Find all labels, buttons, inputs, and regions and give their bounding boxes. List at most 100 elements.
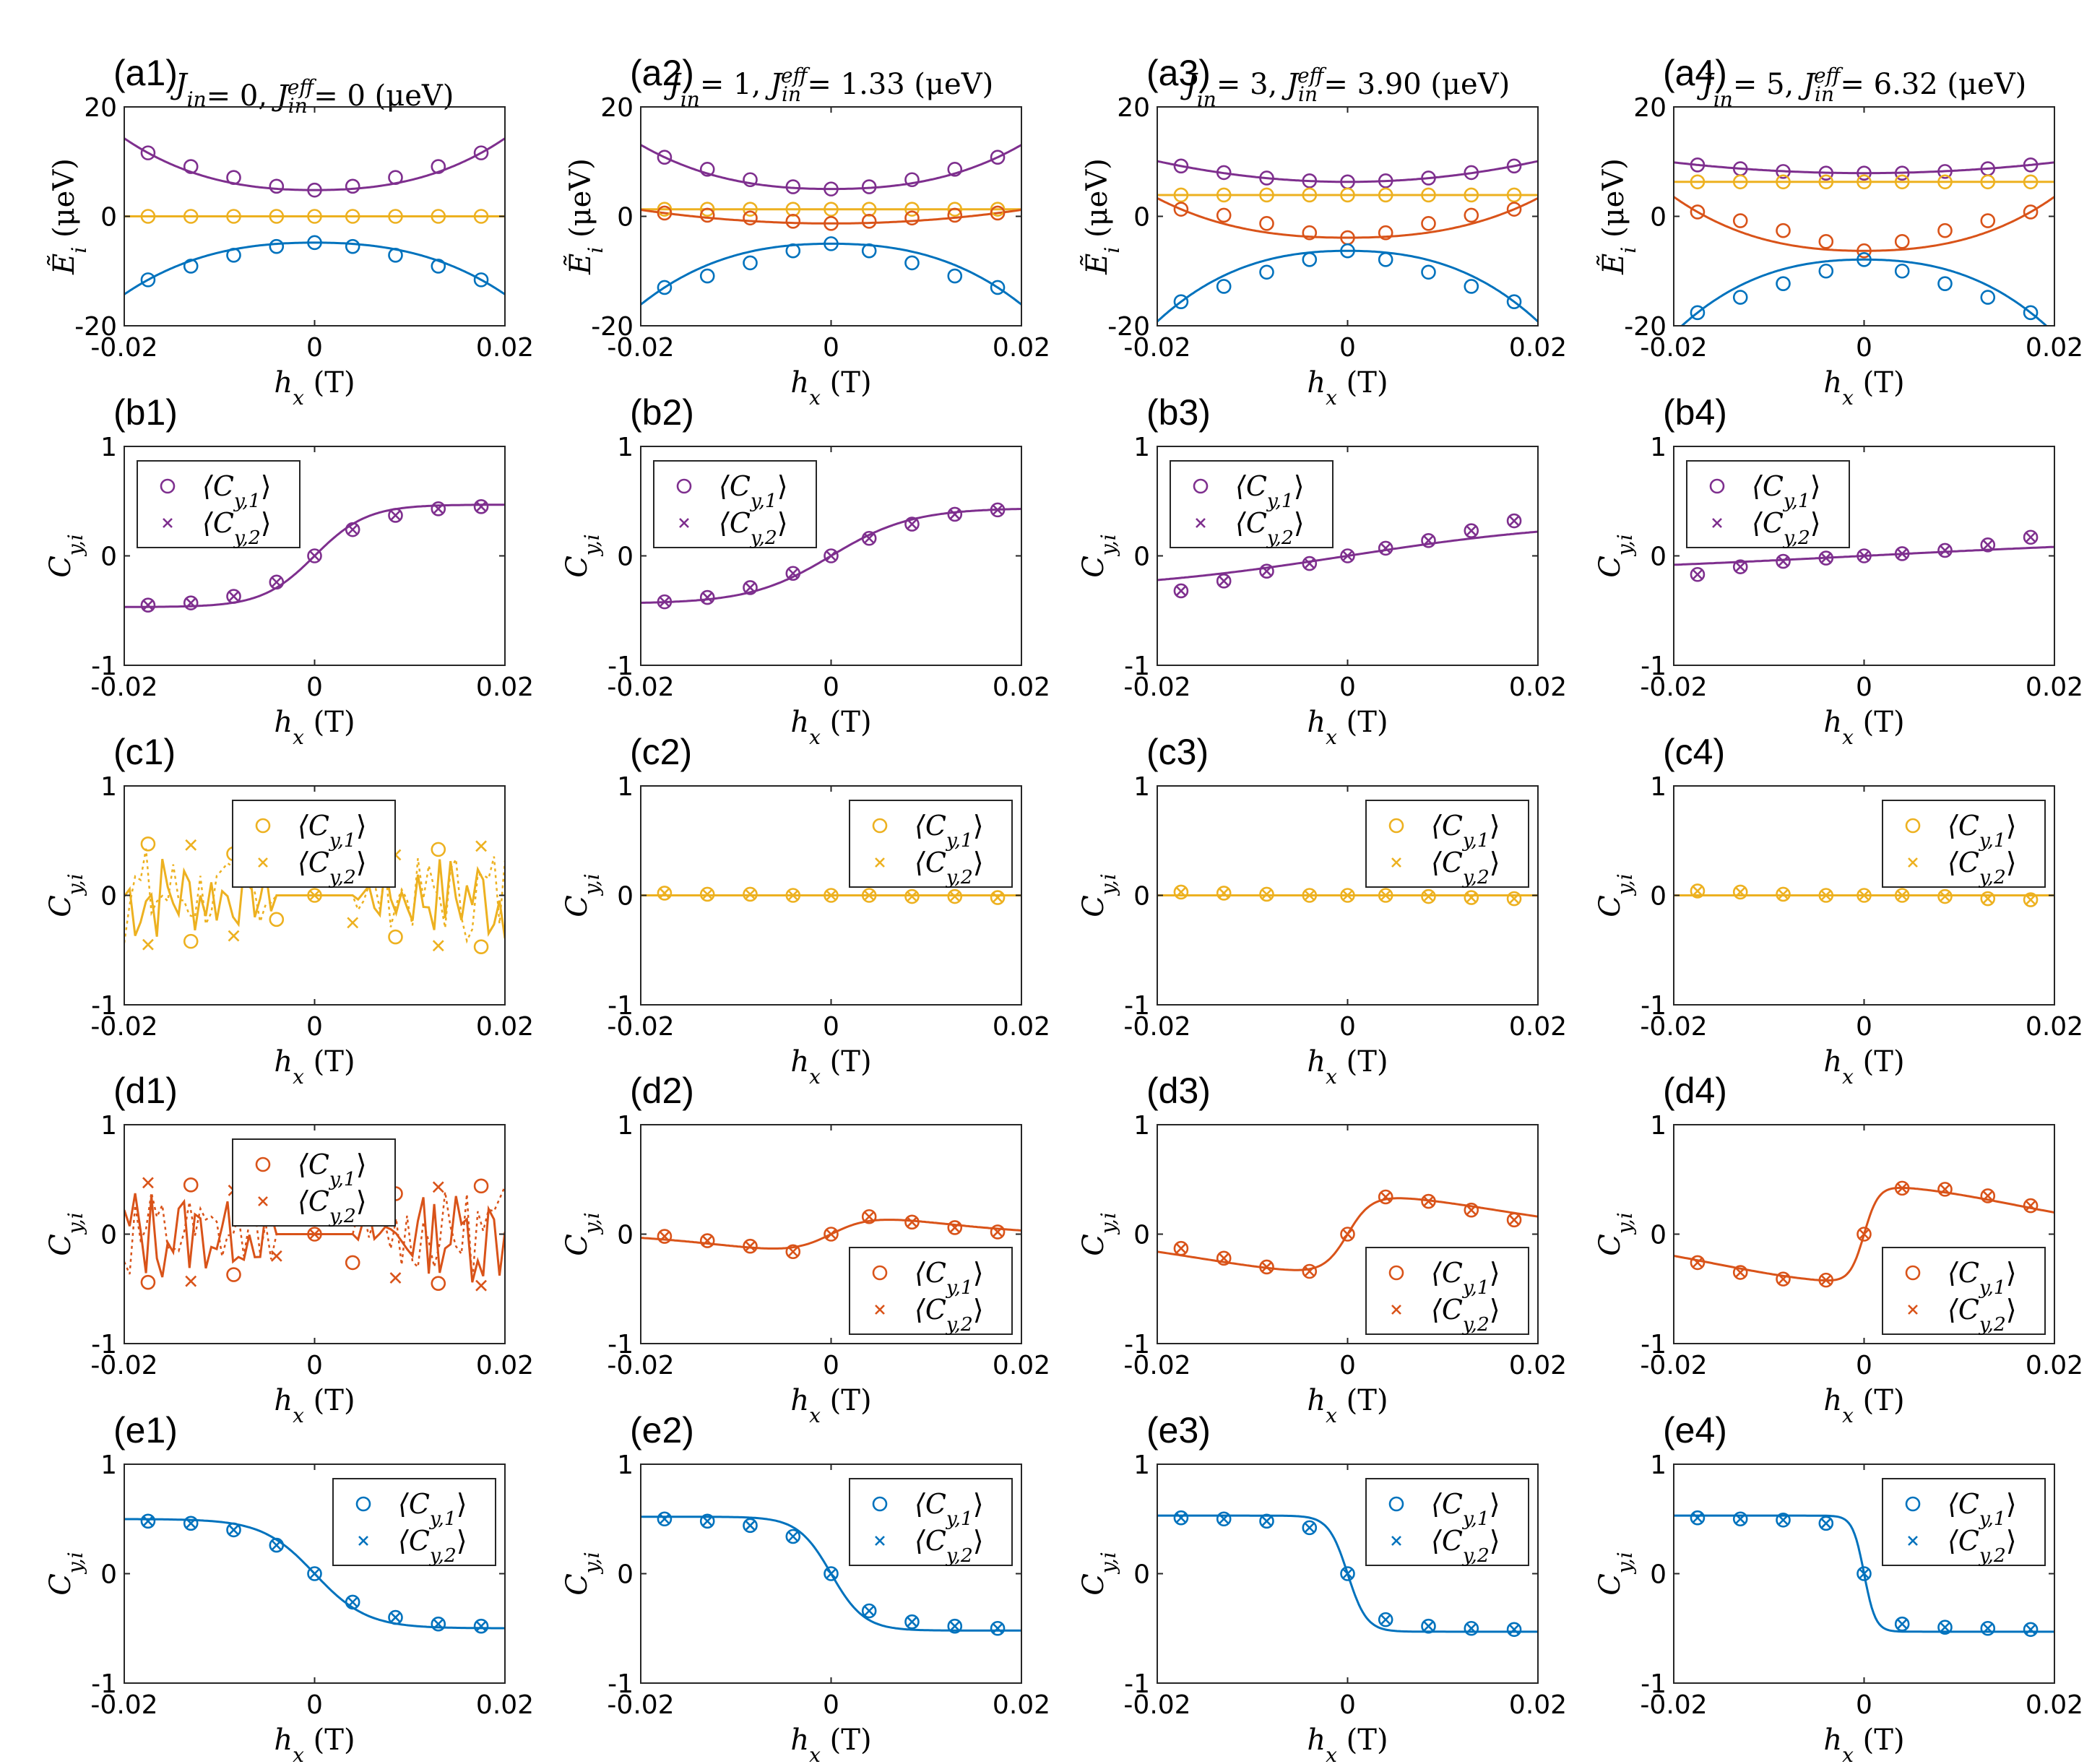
marker-circle bbox=[269, 1537, 285, 1553]
marker-cross bbox=[1908, 1305, 1918, 1315]
marker-circle bbox=[990, 890, 1006, 905]
marker-circle bbox=[1388, 818, 1404, 834]
marker-cross bbox=[389, 1612, 402, 1624]
marker-circle bbox=[861, 179, 877, 194]
y-tick-label: 0 bbox=[100, 203, 117, 233]
x-tick-label: 0.02 bbox=[2026, 333, 2083, 363]
marker-circle bbox=[2023, 204, 2039, 220]
marker-circle bbox=[785, 1529, 801, 1544]
marker-circle bbox=[657, 1229, 673, 1244]
x-tick-label: 0 bbox=[823, 1012, 839, 1042]
marker-circle bbox=[1905, 1265, 1921, 1281]
marker-cross bbox=[863, 1605, 876, 1617]
marker-circle bbox=[947, 202, 963, 217]
marker-circle bbox=[1690, 305, 1706, 321]
x-axis-label: hx (T) bbox=[790, 1045, 871, 1089]
x-tick-label: 0.02 bbox=[1509, 1351, 1567, 1380]
marker-cross bbox=[1175, 585, 1187, 597]
marker-circle bbox=[1421, 532, 1436, 548]
marker-circle bbox=[657, 202, 673, 217]
legend-label-2: ⟨Cy,2⟩ bbox=[719, 507, 788, 549]
marker-circle bbox=[1857, 243, 1872, 259]
marker-cross bbox=[1508, 515, 1520, 527]
y-tick-label: -1 bbox=[1124, 652, 1150, 681]
panel-label: (c1) bbox=[113, 732, 176, 772]
marker-cross bbox=[475, 1279, 487, 1292]
marker-cross bbox=[475, 840, 487, 852]
marker-circle bbox=[307, 209, 322, 224]
marker-circle bbox=[824, 236, 839, 251]
marker-circle bbox=[1506, 1212, 1522, 1228]
marker-circle bbox=[1464, 187, 1479, 203]
x-axis-label: hx (T) bbox=[790, 1724, 871, 1764]
marker-circle bbox=[1732, 884, 1748, 900]
legend-label-1: ⟨Cy,1⟩ bbox=[202, 470, 272, 512]
y-tick-label: -20 bbox=[1107, 312, 1150, 342]
marker-circle bbox=[785, 214, 801, 229]
x-tick-label: -0.02 bbox=[1640, 1351, 1707, 1380]
series-line-3 bbox=[641, 209, 1021, 225]
legend: ⟨Cy,1⟩⟨Cy,2⟩ bbox=[137, 460, 301, 549]
marker-cross bbox=[1175, 886, 1187, 898]
marker-cross bbox=[659, 1513, 670, 1525]
y-axis-label: Ẽi (μeV) bbox=[1596, 158, 1641, 275]
plot-area bbox=[641, 144, 1021, 306]
marker-circle bbox=[1894, 263, 1910, 279]
marker-cross bbox=[228, 1523, 240, 1536]
panel-label: (b2) bbox=[630, 392, 694, 433]
x-tick-label: -0.02 bbox=[1123, 1012, 1190, 1042]
y-tick-label: 1 bbox=[1133, 1450, 1150, 1480]
y-tick-label: -20 bbox=[1624, 312, 1667, 342]
panel-e1: (e1) -0.02 0 0.02 1 0 -1 hx (T) Cy,i ⟨Cy,1⟩⟨Cy,2⟩ bbox=[44, 1410, 534, 1764]
marker-circle bbox=[1857, 888, 1872, 903]
marker-cross bbox=[1465, 524, 1477, 537]
marker-cross bbox=[863, 1211, 876, 1223]
x-axis-label: hx (T) bbox=[1307, 366, 1388, 410]
marker-circle bbox=[1259, 264, 1274, 280]
marker-circle bbox=[657, 1511, 673, 1527]
marker-circle bbox=[1464, 165, 1479, 181]
legend-box bbox=[1365, 1247, 1529, 1335]
marker-cross bbox=[825, 889, 837, 902]
marker-circle bbox=[226, 170, 241, 186]
marker-circle bbox=[1980, 537, 1996, 553]
marker-circle bbox=[1690, 1510, 1706, 1526]
x-tick-label: 0 bbox=[1856, 1351, 1872, 1380]
y-tick-label: 1 bbox=[617, 1450, 634, 1480]
legend-label-1: ⟨Cy,1⟩ bbox=[1948, 1257, 2017, 1299]
marker-cross bbox=[1261, 1515, 1273, 1527]
marker-circle bbox=[824, 1566, 839, 1581]
marker-circle bbox=[1690, 204, 1706, 220]
x-tick-label: 0 bbox=[1856, 673, 1872, 702]
marker-circle bbox=[2023, 1198, 2039, 1214]
marker-circle bbox=[1259, 886, 1274, 902]
marker-cross bbox=[1422, 1196, 1435, 1207]
marker-cross bbox=[659, 596, 670, 608]
y-tick-label: 0 bbox=[100, 542, 117, 572]
y-tick-label: 1 bbox=[617, 772, 634, 802]
marker-circle bbox=[431, 209, 446, 224]
x-axis-label: hx (T) bbox=[1307, 1724, 1388, 1764]
legend-label-2: ⟨Cy,2⟩ bbox=[1752, 507, 1821, 549]
panel-a1: (a1)Jin= 0, Jineff= 0 (μeV) -0.02 0 0.02 20 0… bbox=[47, 53, 534, 410]
marker-circle bbox=[1421, 216, 1436, 231]
panel-title: Jin= 1, Jineff= 1.33 (μeV) bbox=[664, 64, 993, 111]
y-axis-label: Ẽi (μeV) bbox=[1080, 158, 1124, 275]
marker-cross bbox=[948, 891, 961, 902]
marker-circle bbox=[699, 886, 715, 902]
y-tick-label: -1 bbox=[1641, 991, 1667, 1021]
marker-circle bbox=[473, 145, 489, 160]
marker-circle bbox=[1818, 1272, 1834, 1288]
legend-box bbox=[1882, 800, 2046, 888]
panel-title: Jin= 3, Jineff= 3.90 (μeV) bbox=[1180, 64, 1510, 111]
marker-circle bbox=[1857, 1227, 1872, 1242]
marker-circle bbox=[1732, 290, 1748, 305]
marker-cross bbox=[1465, 891, 1477, 904]
marker-circle bbox=[861, 214, 877, 229]
marker-circle bbox=[473, 1618, 489, 1634]
marker-circle bbox=[1980, 891, 1996, 907]
marker-cross bbox=[185, 839, 197, 851]
marker-circle bbox=[1388, 1496, 1404, 1512]
marker-circle bbox=[1464, 523, 1479, 538]
y-tick-label: -1 bbox=[91, 991, 117, 1021]
